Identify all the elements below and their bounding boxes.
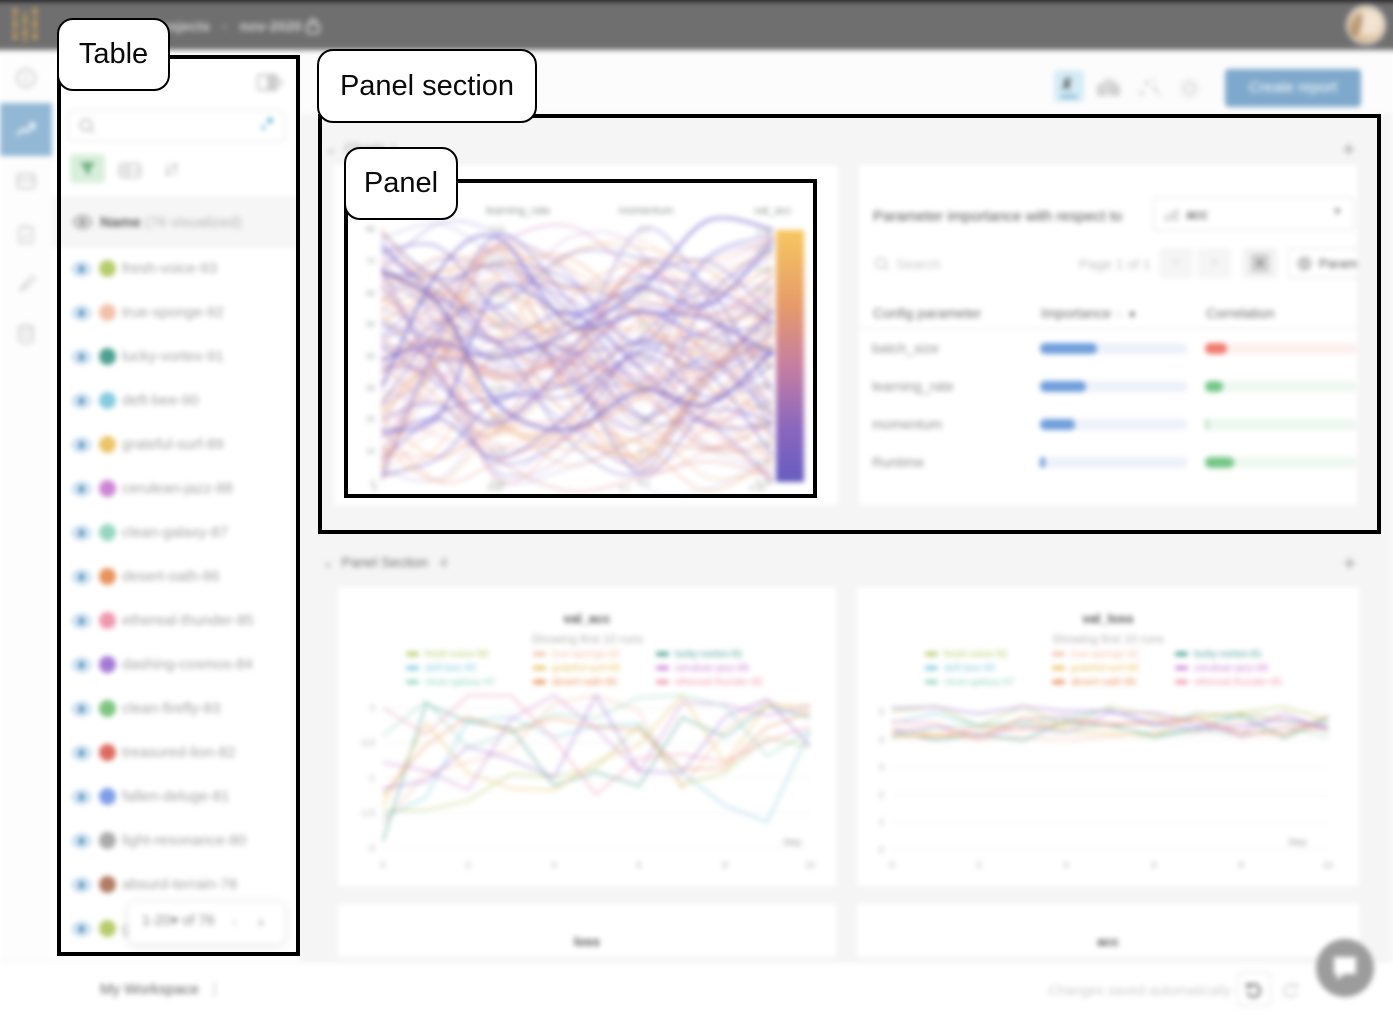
svg-text:-0.5: -0.5	[359, 738, 375, 748]
svg-text:0: 0	[879, 845, 884, 855]
svg-text:10: 10	[805, 860, 815, 870]
svg-text:0.11: 0.11	[491, 225, 507, 234]
svg-text:10: 10	[366, 447, 375, 456]
svg-text:0.1: 0.1	[619, 484, 631, 493]
svg-text:0.06: 0.06	[490, 384, 506, 393]
svg-text:0.75: 0.75	[756, 305, 772, 314]
svg-text:40: 40	[366, 352, 375, 361]
svg-text:0.07: 0.07	[490, 352, 506, 361]
svg-text:0.05: 0.05	[490, 415, 506, 424]
svg-text:0: 0	[370, 703, 375, 713]
svg-text:0: 0	[371, 479, 376, 488]
svg-text:0.35: 0.35	[756, 458, 772, 467]
svg-text:0.45: 0.45	[756, 420, 772, 429]
svg-text:0.85: 0.85	[756, 266, 772, 275]
svg-text:1.1: 1.1	[638, 225, 650, 234]
svg-text:1.0: 1.0	[638, 257, 650, 266]
svg-text:0.08: 0.08	[490, 320, 506, 329]
svg-text:0.70: 0.70	[756, 324, 772, 333]
svg-text:1: 1	[879, 817, 884, 827]
svg-text:5: 5	[879, 707, 884, 717]
svg-text:8: 8	[722, 860, 727, 870]
svg-text:-1.5: -1.5	[359, 808, 375, 818]
svg-text:8: 8	[1238, 860, 1243, 870]
svg-text:0.4: 0.4	[638, 447, 650, 456]
svg-text:0.03: 0.03	[490, 479, 506, 488]
svg-text:0.40: 0.40	[756, 439, 772, 448]
svg-text:0.04: 0.04	[490, 447, 506, 456]
svg-text:0.09: 0.09	[490, 289, 506, 298]
svg-text:Step: Step	[783, 837, 802, 847]
svg-text:0: 0	[380, 860, 385, 870]
svg-text:0.80: 0.80	[756, 286, 772, 295]
svg-text:0.55: 0.55	[756, 382, 772, 391]
svg-text:0.00: 0.00	[487, 484, 503, 493]
svg-text:0.8: 0.8	[638, 320, 650, 329]
svg-text:0.9: 0.9	[638, 289, 650, 298]
svg-text:0.6: 0.6	[638, 384, 650, 393]
svg-text:0.10: 0.10	[490, 257, 506, 266]
svg-text:2: 2	[879, 790, 884, 800]
svg-text:val_acc: val_acc	[754, 205, 792, 217]
svg-text:Step: Step	[1288, 837, 1307, 847]
svg-text:2: 2	[976, 860, 981, 870]
svg-text:0.60: 0.60	[756, 362, 772, 371]
svg-text:0.5: 0.5	[638, 415, 650, 424]
svg-text:0.65: 0.65	[756, 343, 772, 352]
svg-text:momentum: momentum	[618, 205, 673, 217]
svg-text:70: 70	[366, 257, 375, 266]
svg-text:0.3: 0.3	[638, 479, 650, 488]
svg-text:60: 60	[366, 289, 375, 298]
svg-text:3: 3	[879, 762, 884, 772]
svg-text:0.90: 0.90	[756, 247, 772, 256]
svg-text:0.95: 0.95	[756, 228, 772, 237]
svg-text:learning_rate: learning_rate	[486, 205, 550, 217]
svg-text:80: 80	[366, 225, 375, 234]
svg-text:4: 4	[879, 735, 884, 745]
svg-text:0.7: 0.7	[638, 352, 650, 361]
svg-text:-1: -1	[367, 773, 375, 783]
svg-text:2: 2	[465, 860, 470, 870]
svg-text:50: 50	[366, 320, 375, 329]
svg-text:0.30: 0.30	[756, 478, 772, 487]
svg-text:30: 30	[366, 384, 375, 393]
svg-text:20: 20	[366, 415, 375, 424]
svg-text:10: 10	[1323, 860, 1333, 870]
svg-text:6: 6	[636, 860, 641, 870]
svg-text:4: 4	[1063, 860, 1068, 870]
svg-text:0.30: 0.30	[749, 484, 765, 493]
svg-text:-2: -2	[367, 843, 375, 853]
svg-text:0.50: 0.50	[756, 401, 772, 410]
svg-text:6: 6	[1151, 860, 1156, 870]
svg-text:0: 0	[889, 860, 894, 870]
svg-text:4: 4	[551, 860, 556, 870]
svg-text:0: 0	[373, 484, 378, 493]
